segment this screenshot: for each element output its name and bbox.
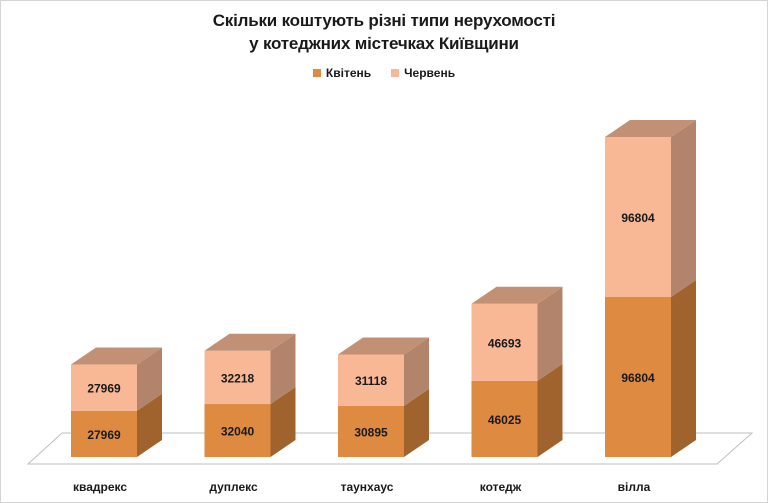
legend-label-april: Квітень <box>325 66 372 80</box>
legend-swatch-april <box>312 69 321 77</box>
data-label-kotedzh-april: 46025 <box>488 413 522 427</box>
data-label-kotedzh-june: 46693 <box>488 336 522 350</box>
bar-taunkhaus-june-top <box>338 337 429 355</box>
data-label-villa-april: 96804 <box>621 371 655 385</box>
data-label-villa-june: 96804 <box>621 211 655 225</box>
bar-kotedzh-june-top <box>471 286 563 304</box>
data-label-kvadreks-june: 27969 <box>87 382 121 396</box>
bar-kotedzh-april <box>471 380 538 457</box>
legend: Квітень Червень <box>0 66 768 80</box>
bar-villa-april <box>605 297 671 457</box>
data-label-taunkhaus-june: 31118 <box>355 374 387 388</box>
bar-dupleks-april-side <box>270 387 296 457</box>
bar-dupleks-april <box>204 404 271 457</box>
legend-item-april: Квітень <box>312 66 372 80</box>
legend-label-june: Червень <box>404 66 456 80</box>
bar-taunkhaus-june <box>338 354 404 406</box>
bar-kvadreks-june-top <box>71 347 162 365</box>
bar-kotedzh-june <box>471 303 538 381</box>
bar-dupleks-june-side <box>270 333 296 405</box>
legend-swatch-june <box>391 69 400 77</box>
category-label-kotedzh: котедж <box>480 480 522 494</box>
legend-item-june: Червень <box>391 66 455 80</box>
bar-taunkhaus-june-side <box>404 337 429 406</box>
bar-kvadreks-april <box>71 410 137 457</box>
category-label-taunkhaus: таунхаус <box>341 480 394 494</box>
bar-kvadreks-june <box>71 364 137 411</box>
data-label-dupleks-june: 32218 <box>221 371 255 385</box>
category-label-villa: вілла <box>618 480 651 494</box>
chart-title-line1: Скільки коштують різні типи нерухомості <box>212 11 556 30</box>
bar-kvadreks-april-side <box>137 393 162 457</box>
bar-villa-april-side <box>671 280 696 457</box>
data-label-dupleks-april: 32040 <box>221 425 255 439</box>
bar-villa-june-side <box>671 120 696 297</box>
bar-kvadreks-june-side <box>137 347 162 411</box>
bar-taunkhaus-april-side <box>404 388 429 457</box>
data-label-kvadreks-april: 27969 <box>87 428 121 442</box>
bar-taunkhaus-april <box>338 405 404 457</box>
bar-villa-june <box>605 137 671 297</box>
bar-kotedzh-june-side <box>537 286 563 381</box>
chart-title-line2: у котеджних містечках Київщини <box>249 34 519 53</box>
bar-villa-june-top <box>605 120 696 137</box>
category-label-dupleks: дуплекс <box>209 480 258 494</box>
bar-dupleks-june <box>204 350 271 405</box>
category-label-kvadreks: квадрекс <box>73 480 127 494</box>
bar-kotedzh-april-side <box>537 363 563 457</box>
data-label-taunkhaus-april: 30895 <box>354 425 388 439</box>
bar-dupleks-june-top <box>204 333 296 351</box>
